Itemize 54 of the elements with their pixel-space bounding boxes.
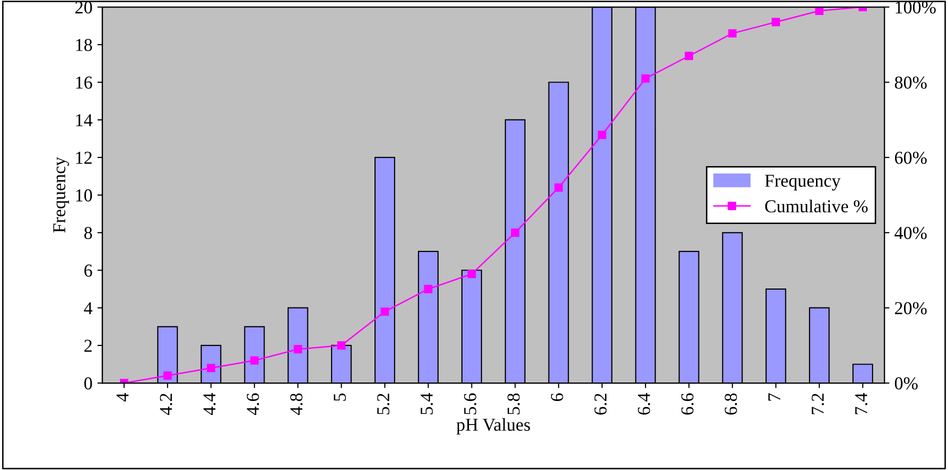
x-tick-label: 4.4: [203, 393, 216, 415]
point: [598, 130, 606, 140]
point: [772, 18, 780, 26]
point: [468, 270, 476, 278]
x-tick-label: 5: [334, 393, 346, 401]
y-tick-label: 6: [84, 264, 92, 277]
x-tick-label: 7.4: [855, 393, 868, 414]
legend-label: Frequency: [764, 174, 841, 191]
y2-tick-label: 80%: [894, 76, 927, 89]
y-tick-label: 10: [76, 189, 92, 202]
y-tick-label: 16: [76, 76, 92, 89]
point: [294, 345, 302, 354]
y-tick-label: 12: [76, 152, 92, 164]
point: [337, 341, 346, 350]
point: [206, 364, 216, 372]
point: [684, 52, 694, 60]
y2-tick-label: 0%: [894, 377, 918, 390]
x-tick-label: 6: [550, 393, 564, 402]
point: [424, 284, 432, 294]
y-tick-label: 2: [84, 340, 92, 352]
y2-tick-label: 20%: [895, 302, 927, 314]
y-axis-title: Frequency: [53, 157, 70, 233]
y-tick-label: 18: [76, 38, 92, 52]
point: [510, 228, 520, 237]
point: [815, 7, 824, 15]
x-tick-label: 5.2: [377, 394, 390, 414]
x-tick-label: 6.6: [681, 393, 694, 415]
y-tick-label: 4: [84, 302, 92, 314]
x-tick-label: 7.2: [812, 394, 824, 414]
x-tick-label: 4.8: [290, 393, 303, 415]
y-tick-label: 0: [84, 377, 92, 390]
y2-tick-label: 100%: [896, 1, 936, 14]
x-tick-label: 4.6: [246, 393, 260, 415]
x-tick-label: 4: [116, 393, 128, 402]
x-axis-title: pH Values: [456, 418, 530, 434]
point: [554, 183, 563, 192]
point: [728, 29, 737, 38]
y-tick-label: 14: [76, 114, 92, 126]
point: [380, 307, 389, 316]
x-tick-label: 5.6: [464, 393, 476, 414]
x-tick-label: 6.2: [594, 394, 607, 415]
x-tick-label: 6.8: [724, 393, 738, 415]
x-tick-label: 5.4: [420, 393, 433, 414]
y2-tick-label: 40%: [894, 226, 927, 240]
y2-tick-label: 60%: [894, 152, 927, 164]
point: [641, 74, 650, 83]
legend-label: Cumulative %: [765, 200, 868, 212]
point: [163, 371, 172, 380]
x-tick-label: 5.8: [507, 393, 520, 414]
x-tick-label: 4.2: [160, 394, 172, 415]
point: [250, 356, 259, 365]
x-tick-label: 6.4: [638, 393, 650, 415]
x-tick-label: 7: [768, 393, 780, 401]
y-tick-label: 8: [84, 226, 92, 240]
